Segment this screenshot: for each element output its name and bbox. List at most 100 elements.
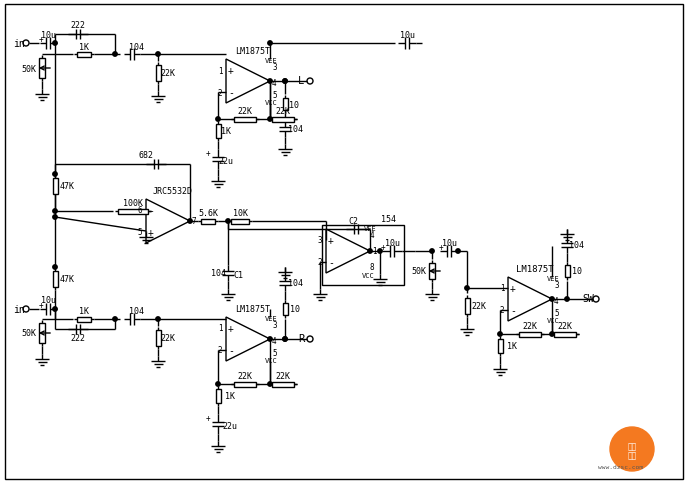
Text: 22K: 22K — [275, 107, 290, 116]
Text: 7: 7 — [192, 217, 196, 226]
Circle shape — [565, 297, 569, 302]
Circle shape — [188, 219, 192, 224]
Text: 50K: 50K — [21, 64, 36, 74]
Circle shape — [53, 210, 57, 214]
Text: 50K: 50K — [411, 267, 427, 276]
Text: 10u: 10u — [400, 30, 414, 39]
Circle shape — [268, 382, 272, 386]
Circle shape — [268, 80, 272, 84]
Text: 1: 1 — [499, 284, 504, 293]
Bar — [464, 298, 469, 314]
Text: -: - — [228, 88, 234, 98]
Bar — [272, 382, 294, 387]
Text: LM1875T: LM1875T — [235, 47, 270, 56]
Text: 47K: 47K — [59, 182, 74, 191]
Text: 3: 3 — [272, 63, 277, 72]
Text: VEE: VEE — [547, 275, 559, 281]
Text: +: + — [328, 236, 334, 245]
Text: 1K: 1K — [79, 43, 89, 51]
Text: 一下: 一下 — [627, 451, 636, 459]
Text: 10: 10 — [572, 267, 582, 276]
Text: 10u: 10u — [385, 239, 400, 248]
Circle shape — [378, 249, 383, 254]
Circle shape — [226, 219, 230, 224]
Text: in: in — [13, 304, 25, 314]
Text: 2: 2 — [217, 346, 222, 355]
Circle shape — [53, 265, 57, 270]
Circle shape — [53, 42, 57, 46]
Circle shape — [498, 332, 502, 336]
Text: +: + — [510, 284, 516, 293]
Bar — [234, 117, 256, 122]
Bar — [231, 219, 249, 224]
Circle shape — [268, 118, 272, 122]
Bar — [564, 265, 570, 277]
Circle shape — [216, 118, 220, 122]
Text: VCC: VCC — [362, 272, 374, 278]
Text: L: L — [298, 76, 304, 86]
Text: 22K: 22K — [160, 69, 175, 78]
Text: 5: 5 — [272, 91, 277, 100]
Text: +: + — [228, 323, 234, 333]
Circle shape — [283, 80, 287, 84]
Circle shape — [610, 427, 654, 471]
Text: +: + — [148, 227, 154, 238]
Bar — [77, 317, 91, 322]
Text: LM1875T: LM1875T — [516, 265, 554, 274]
Text: 3: 3 — [272, 321, 277, 330]
Text: www.dzsc.com: www.dzsc.com — [599, 465, 643, 469]
Text: 104: 104 — [570, 241, 585, 250]
Text: 104: 104 — [129, 307, 144, 316]
Text: +: + — [439, 243, 443, 252]
Circle shape — [53, 215, 57, 220]
Text: 22u: 22u — [219, 157, 233, 166]
Bar — [322, 226, 404, 286]
Text: 5: 5 — [555, 309, 559, 318]
Text: 22K: 22K — [522, 322, 537, 331]
Circle shape — [550, 297, 555, 302]
Circle shape — [283, 80, 287, 84]
Text: 10u: 10u — [442, 239, 457, 248]
Text: 22K: 22K — [557, 322, 572, 331]
Text: 8: 8 — [369, 263, 374, 272]
Text: 47K: 47K — [59, 275, 74, 284]
Circle shape — [456, 249, 460, 254]
Text: -: - — [510, 305, 516, 316]
Text: 4: 4 — [554, 297, 559, 306]
Text: 5: 5 — [138, 228, 142, 237]
Text: -: - — [328, 257, 334, 268]
Text: VEE: VEE — [364, 226, 376, 231]
Text: +: + — [228, 66, 234, 76]
Text: 222: 222 — [70, 334, 85, 343]
Text: 4: 4 — [272, 79, 277, 88]
Text: 22K: 22K — [237, 107, 252, 116]
Text: 682: 682 — [138, 151, 153, 160]
Text: 104: 104 — [288, 125, 303, 134]
Text: 22K: 22K — [160, 334, 175, 343]
Text: R: R — [298, 333, 304, 343]
Bar — [283, 303, 288, 316]
Bar — [554, 332, 576, 337]
Text: 1: 1 — [217, 66, 222, 76]
Text: 22u: 22u — [222, 422, 237, 431]
Text: VCC: VCC — [265, 100, 277, 106]
Text: 22K: 22K — [237, 372, 252, 381]
Text: 104: 104 — [211, 269, 226, 278]
Text: 1K: 1K — [79, 307, 89, 316]
Circle shape — [155, 53, 160, 57]
Text: 2: 2 — [318, 258, 322, 267]
Text: +: + — [380, 243, 385, 252]
Bar — [52, 179, 58, 195]
Text: 3: 3 — [555, 281, 559, 290]
Circle shape — [53, 307, 57, 312]
Circle shape — [113, 53, 117, 57]
Text: 104: 104 — [129, 43, 144, 51]
Text: C1: C1 — [233, 271, 243, 280]
Bar — [155, 66, 160, 82]
Circle shape — [53, 172, 57, 177]
Text: 3: 3 — [318, 236, 322, 245]
Text: 1: 1 — [372, 247, 376, 256]
Text: 100K: 100K — [123, 199, 143, 208]
Text: 22K: 22K — [275, 372, 290, 381]
Bar — [234, 382, 256, 387]
